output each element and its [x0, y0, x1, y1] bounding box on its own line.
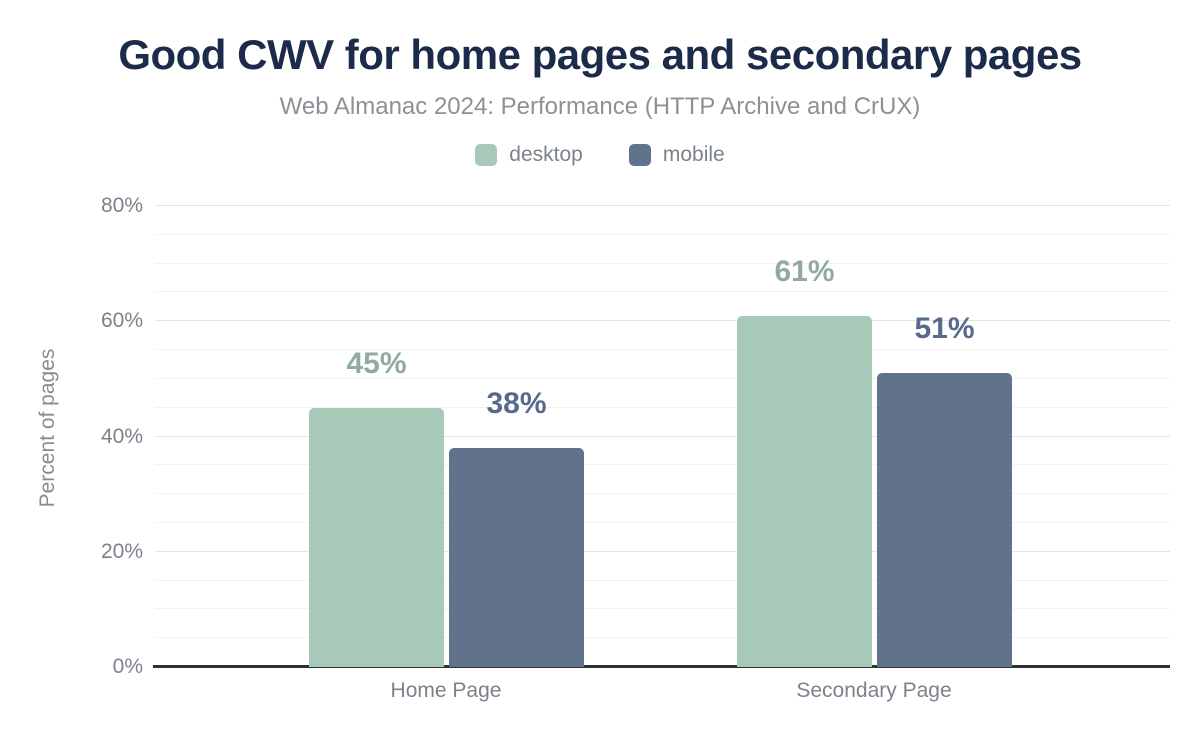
y-tick-label-0: 0%	[112, 655, 143, 678]
bar-desktop-home-page[interactable]	[309, 407, 444, 667]
bar-desktop-secondary-page[interactable]	[737, 315, 872, 667]
legend: desktop mobile	[0, 143, 1200, 167]
mobile-series-swatch-icon	[628, 144, 651, 166]
minor-gridline-15	[155, 579, 1170, 581]
major-gridline-80	[155, 205, 1170, 206]
minor-gridline-5	[155, 637, 1170, 639]
plot-area: 45% 38% 61% 51%	[153, 190, 1170, 668]
value-label-desktop-secondary-page: 61%	[774, 254, 835, 288]
minor-gridline-30	[155, 493, 1170, 495]
y-tick-label-40: 40%	[100, 424, 143, 448]
category-label-secondary-page: Secondary Page	[796, 679, 952, 702]
major-gridline-40	[155, 435, 1170, 437]
minor-gridline-45	[155, 406, 1170, 408]
value-label-mobile-home-page: 38%	[486, 387, 547, 421]
minor-gridline-35	[155, 464, 1170, 466]
minor-gridline-25	[155, 521, 1170, 523]
major-gridline-60	[155, 320, 1170, 322]
value-label-mobile-secondary-page: 51%	[914, 312, 975, 346]
x-axis-line	[153, 665, 1170, 668]
minor-gridline-75	[155, 233, 1170, 235]
legend-label-mobile: mobile	[662, 143, 725, 166]
legend-label-desktop: desktop	[509, 143, 583, 166]
legend-item-mobile[interactable]: mobile	[628, 143, 725, 167]
bar-mobile-home-page[interactable]	[449, 448, 584, 667]
minor-gridline-70	[155, 262, 1170, 264]
minor-gridline-65	[155, 291, 1170, 293]
chart-subtitle: Web Almanac 2024: Performance (HTTP Arch…	[279, 93, 921, 120]
chart-title: Good CWV for home pages and secondary pa…	[118, 31, 1082, 78]
bar-mobile-secondary-page[interactable]	[877, 373, 1012, 667]
value-label-desktop-home-page: 45%	[346, 346, 407, 380]
minor-gridline-55	[155, 349, 1170, 351]
minor-gridline-10	[155, 608, 1170, 610]
category-label-home-page: Home Page	[390, 679, 502, 702]
minor-gridline-50	[155, 377, 1170, 379]
y-tick-label-60: 60%	[100, 309, 143, 333]
y-tick-label-20: 20%	[100, 539, 143, 563]
major-gridline-20	[155, 550, 1170, 552]
y-tick-label-80: 80%	[100, 194, 143, 217]
desktop-series-swatch-icon	[475, 144, 498, 166]
legend-item-desktop[interactable]: desktop	[475, 143, 583, 167]
